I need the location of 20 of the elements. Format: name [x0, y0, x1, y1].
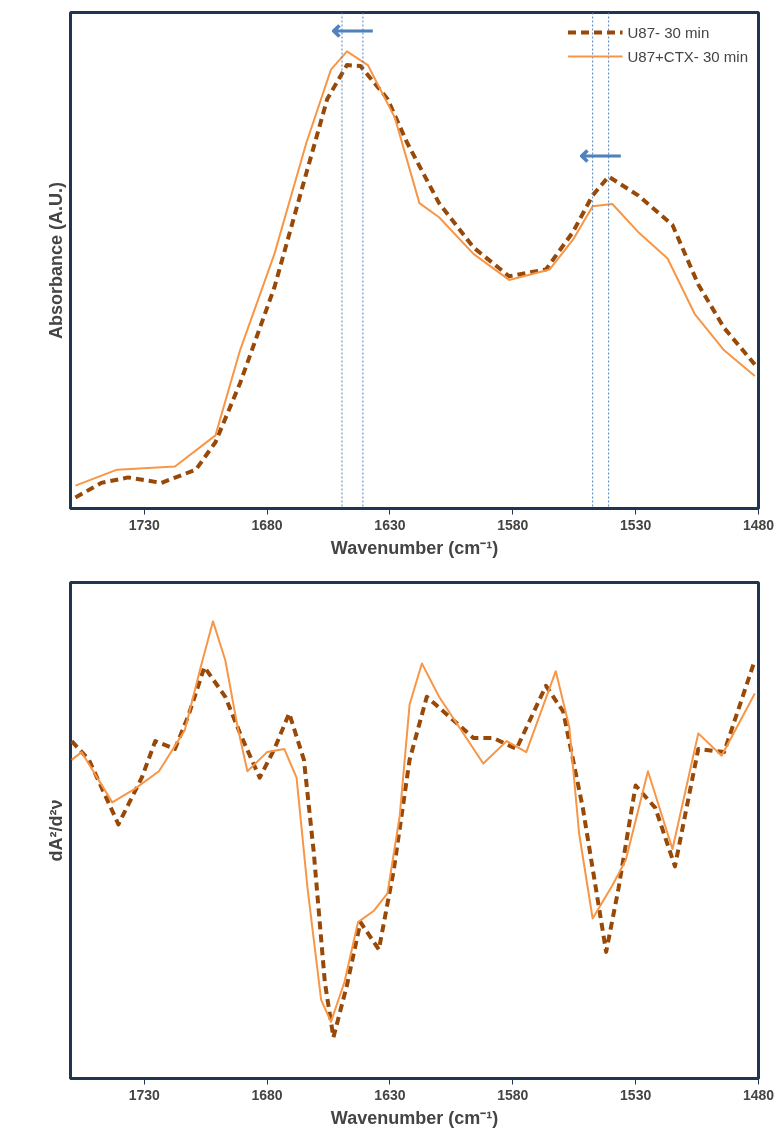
x-tick-label: 1680 — [251, 1086, 283, 1103]
x-tick-label: 1580 — [497, 1086, 529, 1103]
x-tick-label: 1480 — [742, 1086, 775, 1103]
x-tick-label: 1630 — [374, 516, 406, 533]
y-axis-title: Absorbance (A.U.) — [45, 181, 66, 340]
x-axis-title: Wavenumber (cm⁻¹) — [330, 1107, 499, 1128]
x-tick-label: 1730 — [128, 516, 160, 533]
x-axis-title: Wavenumber (cm⁻¹) — [330, 537, 499, 558]
x-tick-label: 1680 — [251, 516, 283, 533]
x-tick-label: 1630 — [374, 1086, 406, 1103]
legend-label: U87+CTX- 30 min — [627, 47, 748, 65]
x-tick-label: 1730 — [128, 1086, 160, 1103]
annotation: ⟵ — [579, 138, 623, 172]
x-tick-label: 1530 — [620, 1086, 652, 1103]
text: ⟵ — [330, 12, 374, 46]
x-tick-label: 1480 — [742, 516, 775, 533]
x-tick-label: 1530 — [620, 516, 652, 533]
legend-label: U87- 30 min — [627, 23, 710, 41]
y-axis-title: dA²/d²ν — [45, 799, 66, 862]
x-tick-label: 1580 — [497, 516, 529, 533]
